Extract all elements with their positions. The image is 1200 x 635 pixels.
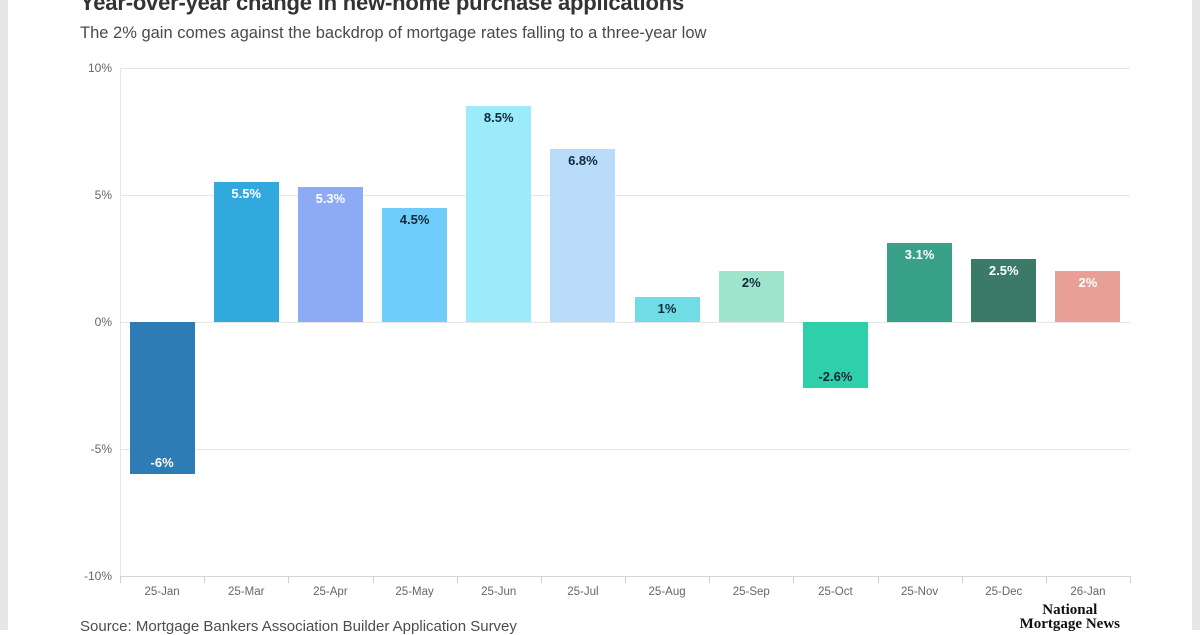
x-axis-label: 25-Jan (144, 586, 180, 598)
x-axis-tick (1045, 576, 1047, 583)
bar-25-Nov[interactable] (887, 243, 953, 322)
y-axis-label: 0% (94, 315, 112, 329)
x-axis-label: 25-Oct (818, 586, 853, 598)
bar-value-label: -6% (150, 455, 174, 471)
bar-25-Apr[interactable] (297, 187, 363, 322)
x-axis-label: 25-Mar (228, 586, 265, 598)
bar-26-Jan[interactable] (1055, 271, 1121, 322)
x-axis-tick (793, 576, 795, 583)
x-axis-label: 25-Apr (313, 586, 348, 598)
bar-25-Jul[interactable] (550, 149, 616, 322)
bar-value-label: 5.3% (315, 191, 346, 207)
chart-subtitle: The 2% gain comes against the backdrop o… (80, 24, 707, 42)
x-axis-tick (961, 576, 963, 583)
x-axis-label: 25-Sep (732, 586, 770, 598)
bar-value-label: 4.5% (399, 211, 430, 227)
bar-value-label: 1% (657, 300, 677, 316)
x-axis-tick (456, 576, 458, 583)
x-axis-tick (877, 576, 879, 583)
y-axis-line (120, 68, 121, 576)
x-axis-label: 25-Aug (648, 586, 686, 598)
y-axis-label: 10% (87, 61, 112, 75)
x-axis-tick (372, 576, 374, 583)
y-axis-label: -5% (90, 442, 112, 456)
bar-value-label: 2% (1078, 275, 1098, 291)
bar-value-label: 2.5% (988, 262, 1019, 278)
x-axis-tick (540, 576, 542, 583)
x-axis-tick (204, 576, 206, 583)
x-axis-label: 26-Jan (1070, 586, 1106, 598)
gridline (120, 68, 1130, 69)
bar-25-May[interactable] (382, 207, 448, 322)
x-axis-tick (709, 576, 711, 583)
x-axis-label: 25-Jun (481, 586, 517, 598)
right-edge-border (1192, 0, 1200, 630)
x-axis-label: 25-Dec (985, 586, 1023, 598)
chart-title: Year-over-year change in new-home purcha… (80, 0, 684, 15)
y-axis-label: 5% (94, 188, 112, 202)
y-axis-label: -10% (83, 569, 112, 583)
gridline (120, 195, 1130, 196)
bar-25-Jun[interactable] (466, 106, 532, 322)
x-axis-tick (625, 576, 626, 583)
bar-25-Jan[interactable] (129, 322, 195, 475)
bar-25-Sep[interactable] (718, 271, 784, 322)
bar-25-Oct[interactable] (802, 322, 868, 389)
publisher-logo: National Mortgage News (1019, 602, 1120, 632)
bar-value-label: 2% (741, 275, 761, 291)
x-axis-label: 25-Jul (567, 586, 599, 598)
left-edge-border (0, 0, 8, 630)
publisher-logo-line1: National (1042, 602, 1098, 618)
x-axis-tick (1130, 576, 1131, 583)
x-axis-label: 25-May (395, 586, 434, 598)
gridline (120, 449, 1130, 450)
bar-value-label: 3.1% (904, 247, 935, 263)
x-axis-tick (120, 576, 121, 583)
source-note: Source: Mortgage Bankers Association Bui… (80, 618, 517, 635)
bar-value-label: 6.8% (568, 153, 598, 169)
bar-25-Aug[interactable] (634, 296, 700, 322)
gridline (120, 322, 1130, 323)
bar-value-label: 5.5% (231, 186, 262, 202)
bar-25-Dec[interactable] (971, 258, 1037, 322)
bar-value-label: 8.5% (483, 110, 514, 126)
bar-25-Mar[interactable] (213, 182, 279, 322)
bar-value-label: -2.6% (818, 369, 853, 385)
x-axis-tick (288, 576, 290, 583)
publisher-logo-line2: Mortgage News (1019, 615, 1120, 632)
x-axis-label: 25-Nov (901, 586, 939, 598)
